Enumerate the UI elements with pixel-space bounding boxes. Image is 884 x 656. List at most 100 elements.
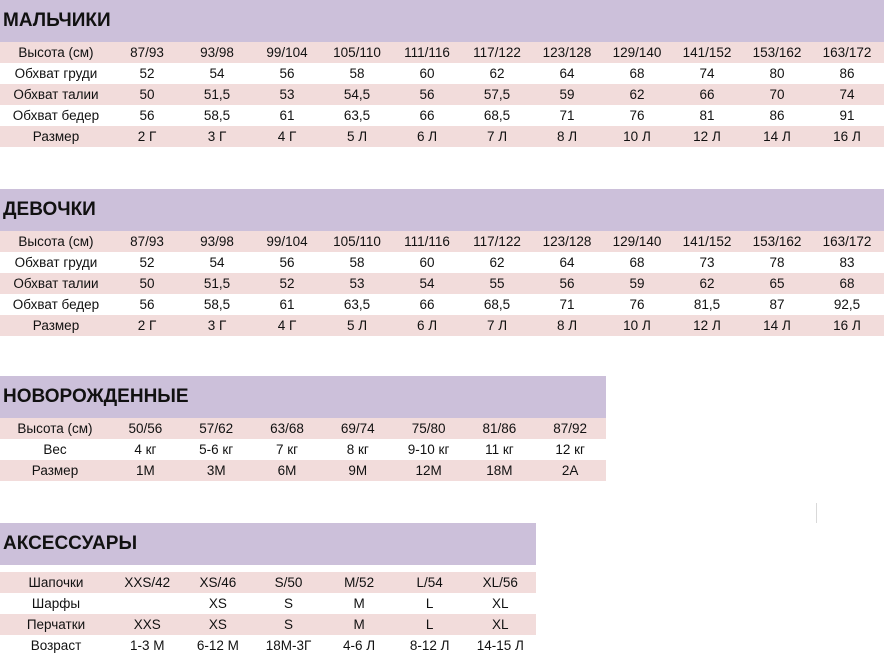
table-row: Шарфы XS S M L XL: [0, 593, 536, 614]
table-cell: 58,5: [203, 108, 231, 123]
table-cell: 4 кг: [134, 442, 157, 457]
table-cell: 99/104: [266, 45, 308, 60]
table-cell: 64: [559, 66, 575, 81]
table-row: Обхват талии 50 51,5 53 54,5 56 57,5 59 62 66 70 74: [0, 84, 884, 105]
table-cell: 68: [629, 255, 645, 270]
table-cell: 62: [489, 255, 505, 270]
accessories-title: АКСЕССУАРЫ: [0, 523, 536, 565]
table-cell: 50: [139, 87, 155, 102]
table-cell: 10 Л: [623, 129, 651, 144]
table-cell: 11 кг: [485, 442, 514, 457]
table-row: Шапочки XXS/42 XS/46 S/50 M/52 L/54 XL/56: [0, 572, 536, 593]
table-cell: 74: [699, 66, 715, 81]
table-cell: 55: [489, 276, 505, 291]
newborns-title: НОВОРОЖДЕННЫЕ: [0, 376, 606, 418]
table-cell: 12 Л: [693, 129, 721, 144]
table-row: Вес 4 кг 5-6 кг 7 кг 8 кг 9-10 кг 11 кг 12 кг: [0, 439, 606, 460]
table-cell: M: [353, 617, 365, 632]
row-label: Размер: [31, 463, 79, 478]
table-cell: 56: [139, 108, 155, 123]
table-cell: 12M: [415, 463, 442, 478]
table-cell: XL: [492, 596, 509, 611]
table-cell: XS: [208, 596, 227, 611]
table-cell: 73: [699, 255, 715, 270]
table-cell: 7 Л: [486, 318, 508, 333]
table-cell: 54,5: [343, 87, 371, 102]
table-cell: 81: [699, 108, 715, 123]
table-cell: M: [353, 596, 365, 611]
table-cell: 3 Г: [207, 129, 227, 144]
table-cell: 12 кг: [555, 442, 585, 457]
table-cell: 4-6 Л: [343, 638, 376, 653]
table-cell: 87/92: [553, 421, 588, 436]
table-cell: 141/152: [682, 234, 732, 249]
table-cell: 53: [349, 276, 365, 291]
table-cell: 62: [629, 87, 645, 102]
table-cell: M/52: [344, 575, 375, 590]
row-label: Размер: [32, 318, 80, 333]
table-cell: 18M: [486, 463, 513, 478]
table-cell: 5 Л: [346, 318, 368, 333]
table-cell: 83: [839, 255, 855, 270]
table-cell: 53: [279, 87, 295, 102]
table-cell: 141/152: [682, 45, 732, 60]
table-cell: 14-15 Л: [476, 638, 524, 653]
table-cell: 16 Л: [833, 129, 861, 144]
table-cell: 59: [559, 87, 575, 102]
table-cell: 105/110: [333, 234, 381, 249]
newborns-table: Высота (см) 50/56 57/62 63/68 69/74 75/80 81/8…: [0, 418, 606, 481]
table-cell: 75/80: [411, 421, 446, 436]
row-label: Высота (см): [17, 421, 93, 436]
row-label: Обхват груди: [14, 66, 98, 81]
table-cell: 80: [769, 66, 785, 81]
table-cell: 87/93: [130, 234, 164, 249]
table-cell: 52: [139, 66, 155, 81]
table-cell: 69/74: [340, 421, 375, 436]
table-cell: 1M: [136, 463, 155, 478]
table-cell: 70: [769, 87, 785, 102]
table-cell: XXS/42: [124, 575, 171, 590]
table-cell: L: [425, 617, 434, 632]
table-cell: XS: [208, 617, 227, 632]
boys-title: МАЛЬЧИКИ: [0, 0, 884, 42]
table-cell: 56: [279, 255, 295, 270]
table-cell: 54: [209, 255, 225, 270]
table-cell: 163/172: [822, 45, 872, 60]
table-cell: 3 Г: [207, 318, 227, 333]
table-row: Высота (см) 50/56 57/62 63/68 69/74 75/80 81/8…: [0, 418, 606, 439]
table-cell: 60: [419, 66, 435, 81]
table-cell: 65: [769, 276, 785, 291]
table-row: Обхват талии 50 51,5 52 53 54 55 56 59 62 65 68: [0, 273, 884, 294]
table-cell: 123/128: [542, 45, 592, 60]
table-cell: XXS: [133, 617, 161, 632]
table-cell: 54: [419, 276, 435, 291]
boys-table: Высота (см) 87/93 93/98 99/104 105/110 111/11…: [0, 42, 884, 147]
row-label: Обхват бедер: [12, 108, 100, 123]
table-cell: 50: [139, 276, 155, 291]
row-label: Размер: [32, 129, 80, 144]
table-cell: 66: [419, 297, 435, 312]
table-cell: 54: [209, 66, 225, 81]
table-cell: 129/140: [612, 234, 662, 249]
table-cell: 61: [279, 108, 295, 123]
girls-table: Высота (см) 87/93 93/98 99/104 105/110 111/11…: [0, 231, 884, 336]
table-cell: 129/140: [612, 45, 662, 60]
table-cell: 50/56: [128, 421, 163, 436]
table-cell: 63,5: [343, 297, 371, 312]
table-cell: 8 Л: [556, 129, 578, 144]
table-cell: 56: [419, 87, 435, 102]
table-cell: 117/122: [473, 45, 521, 60]
table-cell: 163/172: [822, 234, 872, 249]
table-row: Возраст 1-3 М 6-12 М 18М-3Г 4-6 Л 8-12 Л 14-15…: [0, 635, 536, 656]
cell-border-line: [816, 503, 817, 523]
table-cell: 87: [769, 297, 785, 312]
table-cell: 78: [769, 255, 785, 270]
table-cell: 71: [559, 297, 575, 312]
table-row: Размер 2 Г 3 Г 4 Г 5 Л 6 Л 7 Л 8 Л 10 Л 12 Л 14 Л 1…: [0, 126, 884, 147]
table-cell: 51,5: [203, 276, 231, 291]
table-cell: 81,5: [693, 297, 721, 312]
table-cell: 117/122: [473, 234, 521, 249]
table-cell: 99/104: [266, 234, 308, 249]
table-cell: 58: [349, 255, 365, 270]
row-label: Шарфы: [31, 596, 81, 611]
